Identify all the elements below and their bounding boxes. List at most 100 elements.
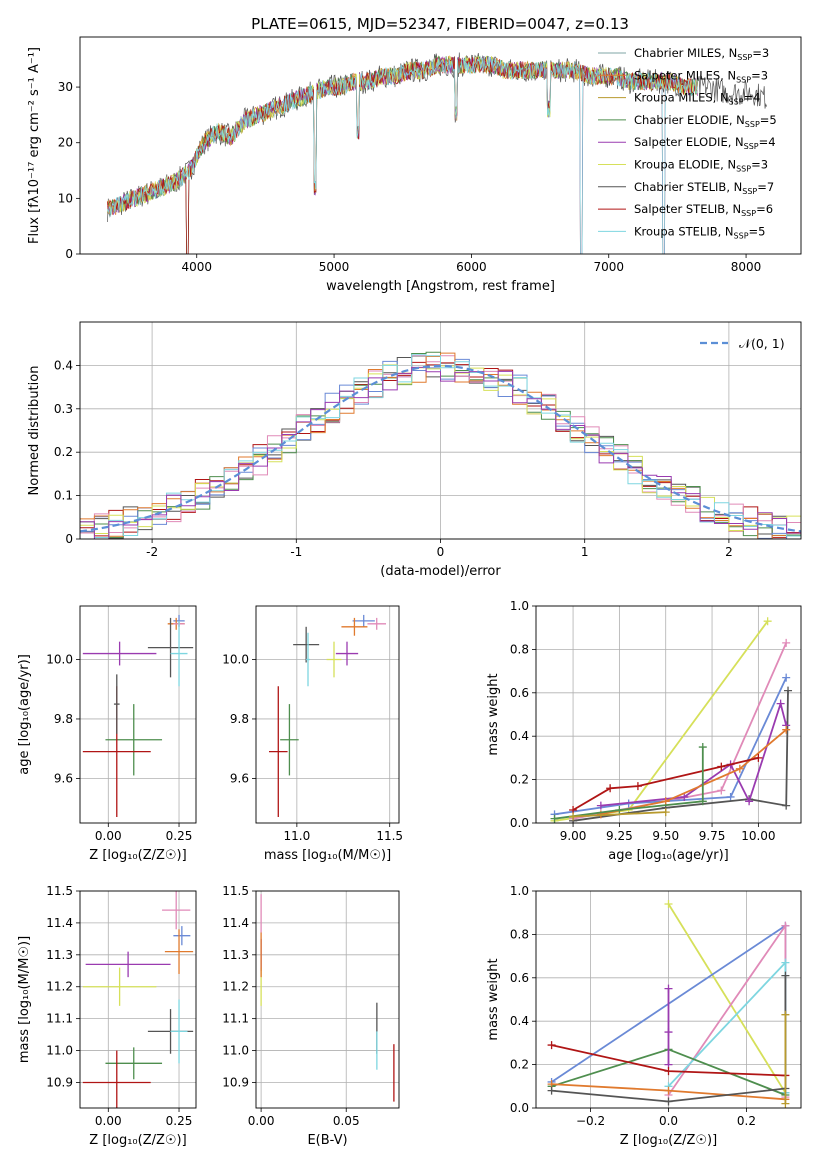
y-tick-label: 11.0	[46, 1044, 73, 1058]
y-tick-label: 11.5	[222, 884, 249, 898]
y-tick-label: 10.0	[222, 653, 249, 667]
y-tick-label: 0.4	[510, 1014, 529, 1028]
error-bar-point	[170, 999, 188, 1064]
plot-area	[260, 894, 395, 1102]
axes-frame	[255, 890, 400, 1109]
x-axis-label: mass [log₁₀(M/M☉)]	[264, 848, 391, 863]
x-tick-label: 10.00	[741, 829, 775, 843]
marker-plus	[754, 753, 763, 762]
error-bar-point	[326, 641, 342, 678]
marker-plus	[661, 797, 670, 806]
marker-plus	[664, 984, 673, 993]
y-axis-label: age [log₁₀(age/yr)]	[17, 654, 32, 775]
error-bar-point	[352, 614, 375, 627]
x-tick-label: -1	[290, 545, 302, 559]
legend-entry: Salpeter STELIB, NSSP=6	[634, 202, 773, 218]
y-tick-label: 0.4	[510, 729, 529, 743]
mass-weight-series-1	[667, 903, 787, 1094]
x-tick-label: 7000	[593, 260, 624, 274]
y-tick-label: 1.0	[510, 884, 529, 898]
x-tick-label: 0	[437, 545, 445, 559]
x-tick-label: 8000	[731, 260, 762, 274]
figure-title: PLATE=0615, MJD=52347, FIBERID=0047, z=0…	[251, 15, 629, 33]
y-tick-label: 0.0	[510, 1101, 529, 1115]
marker-plus	[664, 1028, 673, 1037]
marker-plus	[782, 638, 791, 647]
axes-frame	[79, 36, 802, 255]
plot-area	[269, 614, 386, 818]
x-tick-label: 9.50	[652, 829, 679, 843]
marker-plus	[776, 699, 785, 708]
marker-plus	[735, 764, 744, 773]
marker-plus	[550, 814, 559, 823]
histogram-series-9	[80, 366, 801, 539]
error-bar-point	[105, 1047, 163, 1080]
y-tick-label: 11.4	[46, 916, 73, 930]
marker-plus	[633, 782, 642, 791]
x-axis-label: Z [log₁₀(Z/Z☉)]	[620, 1133, 717, 1148]
x-tick-label: 0.2	[737, 1114, 756, 1128]
marker-plus	[781, 971, 790, 980]
marker-plus	[680, 792, 689, 801]
x-tick-label: 9.25	[606, 829, 633, 843]
error-bar-point	[280, 704, 299, 776]
y-tick-label: 0.0	[510, 816, 529, 830]
plot-area	[107, 52, 768, 254]
axes-frame	[255, 605, 400, 824]
y-tick-label: 9.6	[230, 771, 249, 785]
x-tick-label: 4000	[181, 260, 212, 274]
y-tick-label: 0	[65, 247, 73, 261]
x-axis-label: Z [log₁₀(Z/Z☉)]	[89, 1133, 186, 1148]
x-tick-label: 0.00	[95, 1114, 122, 1128]
x-tick-label: 9.00	[560, 829, 587, 843]
y-tick-label: 11.1	[222, 1012, 249, 1026]
y-tick-label: 0.8	[510, 642, 529, 656]
y-tick-label: 0.4	[54, 358, 73, 372]
y-tick-label: 11.2	[222, 980, 249, 994]
mass-weight-series-1	[554, 620, 769, 822]
error-bar-point	[85, 951, 171, 978]
error-bar-point	[341, 617, 368, 636]
error-bar-point	[269, 686, 288, 818]
y-tick-label: 9.6	[54, 771, 73, 785]
y-axis-label: mass weight	[486, 958, 501, 1040]
marker-plus	[782, 673, 791, 682]
marker-plus	[615, 805, 624, 814]
axes-frame	[79, 890, 197, 1109]
marker-plus	[781, 1010, 790, 1019]
panel-3: 0.00 0.25 9.6 9.8 10.0 Z [log₁₀(Z/Z☉)] age [lo…	[17, 605, 197, 863]
y-tick-label: 0.6	[510, 686, 529, 700]
error-bar-point	[293, 626, 320, 663]
y-tick-label: 10.9	[222, 1075, 249, 1089]
x-axis-label: E(B-V)	[307, 1133, 347, 1148]
axes-frame	[79, 605, 197, 824]
x-tick-label: 6000	[456, 260, 487, 274]
error-bar-point	[170, 620, 188, 687]
mass-weight-series-3	[554, 677, 788, 816]
marker-plus	[547, 1086, 556, 1095]
error-bar-point	[306, 632, 310, 687]
error-bar-point	[105, 704, 163, 776]
x-tick-label: 11.5	[376, 829, 403, 843]
x-tick-label: 2	[725, 545, 733, 559]
marker-plus	[784, 686, 793, 695]
marker-plus	[698, 743, 707, 752]
x-tick-label: 0.25	[166, 829, 193, 843]
marker-plus	[782, 801, 791, 810]
marker-plus	[726, 792, 735, 801]
marker-plus	[664, 900, 673, 909]
plot-area	[550, 617, 793, 823]
axes-frame	[535, 890, 802, 1109]
y-tick-label: 11.0	[222, 1044, 249, 1058]
x-tick-label: -2	[146, 545, 158, 559]
error-bar-point	[147, 617, 194, 678]
x-tick-label: 5000	[319, 260, 350, 274]
panel-2: -2 -1 0 1 2 0 0.1 0.2 0.3 0.4 (data-model)/error No…	[27, 321, 802, 579]
panel-8: −0.2 0.0 0.2 0.0 0.2 0.4 0.6 0.8 1.0 Z [log₁₀(Z/Z…	[486, 884, 802, 1148]
panel-1: 4000 5000 6000 7000 8000 0 10 20 30 wavelength [A…	[27, 36, 802, 294]
mass-weight-series-2	[572, 642, 788, 820]
marker-plus	[606, 784, 615, 793]
marker-plus	[782, 725, 791, 734]
y-axis-label: Normed distribution	[27, 366, 42, 496]
